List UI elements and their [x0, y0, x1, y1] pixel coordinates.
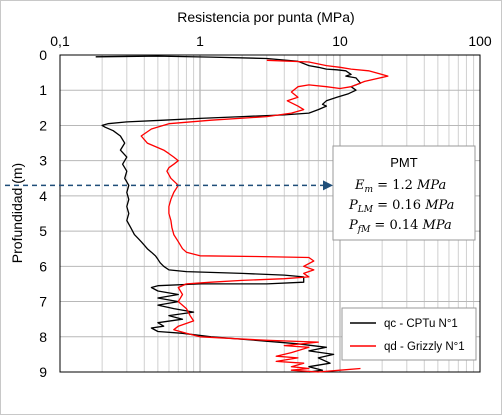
y-axis-title: Profundidad (m)	[9, 163, 25, 263]
annotation-title: PMT	[390, 155, 418, 170]
y-tick-label: 1	[39, 82, 47, 98]
y-tick-label: 6	[39, 258, 47, 274]
x-tick-label: 100	[468, 33, 492, 49]
y-tick-label: 4	[39, 188, 47, 204]
arrow-head-icon	[323, 180, 333, 191]
y-tick-label: 3	[39, 153, 47, 169]
legend-label-qc: qc - CPTu N°1	[384, 318, 458, 330]
legend-box	[341, 307, 477, 361]
y-tick-label: 7	[39, 294, 47, 310]
annotation-plm: PLM = 0.16 MPa	[348, 198, 454, 215]
series-line-qc	[95, 55, 362, 373]
y-tick-label: 0	[39, 47, 47, 63]
legend: qc - CPTu N°1 qd - Grizzly N°1	[341, 307, 477, 361]
y-tick-label: 5	[39, 223, 47, 239]
legend-label-qd: qd - Grizzly N°1	[384, 341, 465, 353]
y-tick-label: 2	[39, 117, 47, 133]
depth-arrow	[5, 180, 333, 191]
x-ticks: 0,1 1 10 100	[50, 33, 492, 49]
series-line-qd	[140, 59, 389, 373]
y-tick-label: 9	[39, 364, 47, 380]
pmt-annotation: PMT Em = 1.2 MPa PLM = 0.16 MPa PfM = 0.…	[332, 145, 476, 241]
plot-border	[59, 54, 481, 373]
annotation-box	[332, 145, 476, 241]
x-tick-label: 10	[332, 33, 348, 49]
annotation-em: Em = 1.2 MPa	[354, 178, 446, 195]
x-tick-label: 1	[196, 33, 204, 49]
x-tick-label: 0,1	[50, 33, 70, 49]
y-tick-label: 8	[39, 329, 47, 345]
x-axis-title: Resistencia por punta (MPa)	[177, 9, 354, 25]
series-layer	[95, 55, 389, 373]
y-ticks: 0 1 2 3 4 5 6 7 8 9	[39, 47, 47, 380]
annotation-pfm: PfM = 0.14 MPa	[348, 218, 452, 235]
